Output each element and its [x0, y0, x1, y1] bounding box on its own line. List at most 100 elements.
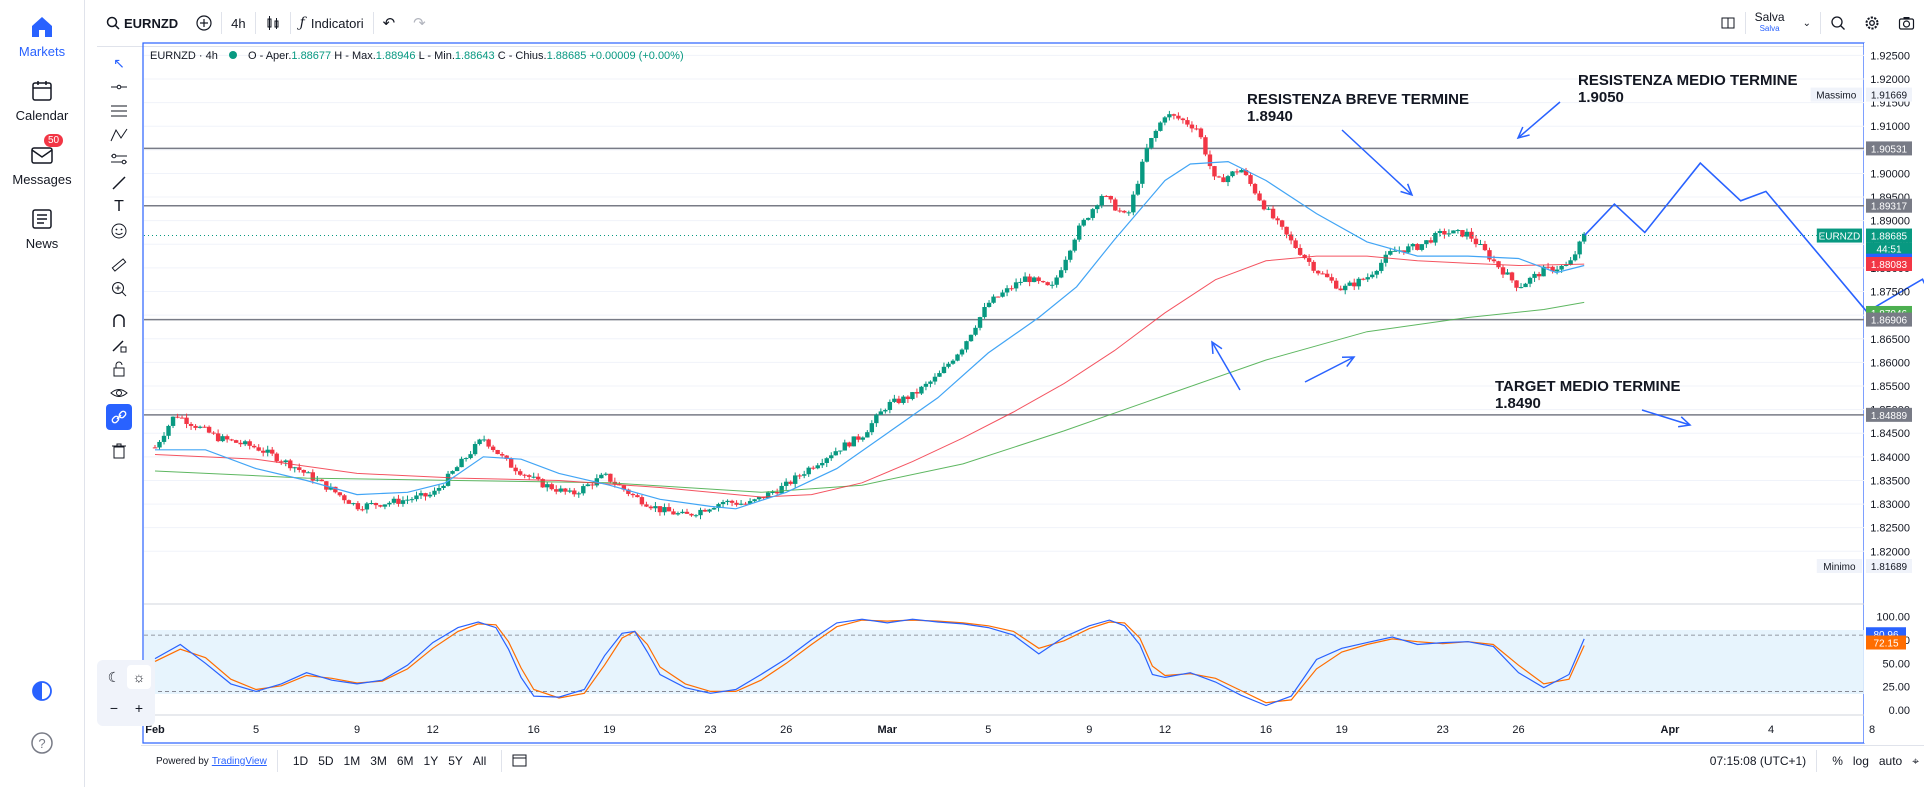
range-5y[interactable]: 5Y	[448, 754, 463, 768]
settings-button[interactable]	[1855, 8, 1889, 38]
chart-canvas[interactable]: 1.925001.920001.915001.910001.905001.900…	[0, 0, 1924, 745]
light-mode-button[interactable]: ☼	[127, 665, 151, 689]
candle-body	[1352, 282, 1357, 287]
trendline-tool[interactable]	[106, 74, 132, 100]
snapshot-button[interactable]	[1889, 8, 1924, 38]
candle-body	[630, 493, 636, 496]
clock-label[interactable]: 07:15:08 (UTC+1)	[1709, 754, 1807, 768]
brush-tool[interactable]	[106, 170, 132, 196]
candle-body	[959, 349, 965, 355]
link-tool[interactable]	[106, 404, 132, 430]
candle-body	[279, 461, 284, 463]
price-tick-label: 1.83500	[1870, 475, 1910, 487]
candle-body	[1424, 240, 1429, 245]
zoom-out-button[interactable]: −	[102, 696, 126, 720]
candle-body	[396, 498, 401, 504]
symbol-search[interactable]: EURNZD	[97, 8, 187, 38]
time-tick-label: Mar	[877, 724, 897, 736]
zoom-tool[interactable]	[106, 276, 132, 302]
candle-body	[1252, 183, 1258, 194]
interval-button[interactable]: 4h	[222, 8, 254, 38]
candle-body	[229, 439, 234, 441]
candle-body	[554, 489, 559, 492]
divider	[1816, 750, 1818, 772]
candle-body	[662, 507, 667, 513]
forecast-tool[interactable]	[106, 146, 132, 172]
tradingview-link[interactable]: TradingView	[211, 755, 267, 767]
candle-body	[725, 500, 730, 503]
candle-body	[1117, 210, 1122, 212]
undo-icon: ↶	[382, 15, 396, 32]
compare-button[interactable]	[187, 8, 221, 38]
candle-body	[599, 474, 604, 479]
candle-body	[315, 479, 320, 481]
candle-body	[621, 485, 627, 490]
candle-body	[1099, 195, 1104, 206]
candle-body	[982, 307, 987, 318]
sidebar-item-calendar[interactable]: Calendar	[0, 78, 84, 123]
candle-body	[418, 493, 424, 496]
annotation-title: RESISTENZA MEDIO TERMINE	[1578, 72, 1798, 89]
range-6m[interactable]: 6M	[396, 754, 414, 768]
save-dropdown[interactable]: ⌄	[1794, 8, 1820, 38]
range-1m[interactable]: 1M	[343, 754, 361, 768]
range-3m[interactable]: 3M	[370, 754, 387, 768]
calendar-icon	[32, 81, 52, 101]
ruler-tool[interactable]	[106, 252, 132, 278]
emoji-tool[interactable]	[106, 218, 132, 244]
divider	[372, 12, 374, 34]
sidebar-item-markets[interactable]: Markets	[0, 14, 84, 59]
candle-body	[152, 447, 158, 449]
candle-body	[1343, 285, 1348, 291]
chart-type-button[interactable]	[256, 8, 290, 38]
theme-toggle[interactable]	[0, 678, 84, 708]
range-1y[interactable]: 1Y	[423, 754, 439, 768]
save-button[interactable]: Salva Salva	[1746, 8, 1794, 38]
auto-toggle[interactable]: auto	[1878, 754, 1903, 768]
candle-body	[1194, 128, 1199, 130]
candle-body	[400, 500, 406, 504]
candle-body	[1135, 183, 1141, 195]
range-1d[interactable]: 1D	[292, 754, 309, 768]
help-button[interactable]: ?	[0, 730, 84, 760]
quick-search-button[interactable]	[1821, 8, 1855, 38]
scale-settings-button[interactable]: ⌖	[1907, 754, 1924, 769]
range-all[interactable]: All	[472, 754, 487, 768]
candle-body	[905, 396, 911, 400]
percent-toggle[interactable]: %	[1832, 754, 1843, 768]
candle-body	[1487, 250, 1492, 260]
pattern-tool[interactable]	[106, 122, 132, 148]
candle-body	[1045, 282, 1050, 286]
price-tag-text: Minimo	[1823, 562, 1856, 573]
date-range-button[interactable]	[512, 753, 528, 770]
log-toggle[interactable]: log	[1852, 754, 1869, 768]
cursor-tool[interactable]: ↖	[106, 50, 132, 76]
redo-button[interactable]: ↷	[404, 8, 435, 38]
candle-body	[883, 409, 888, 412]
sidebar-item-news[interactable]: News	[0, 206, 84, 251]
undo-button[interactable]: ↶	[374, 8, 405, 38]
time-tick-label: 12	[427, 724, 439, 736]
candle-body	[373, 502, 379, 506]
magnet-tool[interactable]	[106, 308, 132, 334]
indicators-button[interactable]: ƒ Indicatori	[291, 8, 373, 38]
delete-tool[interactable]	[106, 438, 132, 464]
candle-body	[910, 392, 915, 400]
lock-tool[interactable]	[106, 356, 132, 382]
fib-tool[interactable]	[106, 98, 132, 124]
dark-mode-button[interactable]: ☾	[102, 665, 126, 689]
stay-drawing-tool[interactable]	[106, 332, 132, 358]
candle-body	[684, 511, 690, 514]
candle-body	[919, 386, 924, 394]
text-tool[interactable]: T	[106, 194, 132, 220]
range-5d[interactable]: 5D	[318, 754, 334, 768]
sun-icon: ☼	[132, 669, 146, 685]
zoom-in-button[interactable]: +	[127, 696, 151, 720]
annotation-arrowhead	[1400, 183, 1414, 197]
candle-body	[1189, 124, 1195, 129]
layout-button[interactable]	[1711, 8, 1745, 38]
candle-body	[585, 484, 591, 487]
candle-body	[346, 500, 352, 504]
sidebar-item-messages[interactable]: 50 Messages	[0, 134, 84, 187]
visibility-tool[interactable]	[106, 380, 132, 406]
